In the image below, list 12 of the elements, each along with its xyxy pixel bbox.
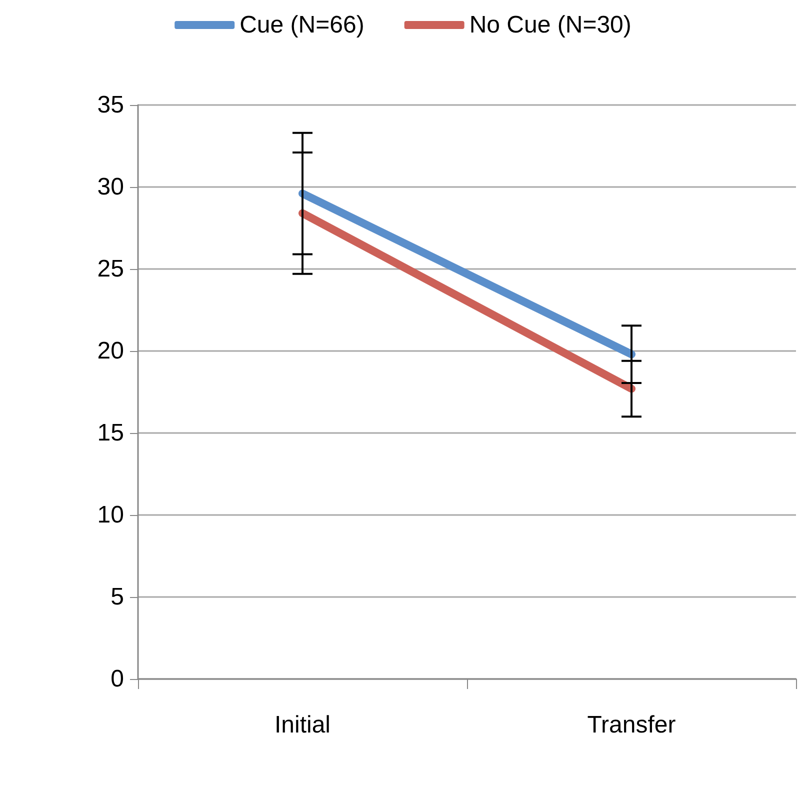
y-tick-label: 30	[97, 174, 124, 200]
x-tick-label: Initial	[274, 712, 331, 738]
y-tick-label: 0	[110, 666, 124, 692]
y-tick-label: 35	[97, 92, 124, 118]
legend-label: Cue (N=66)	[240, 12, 364, 38]
y-tick-label: 25	[97, 256, 124, 282]
y-tick-label: 10	[97, 502, 124, 528]
y-tick-label: 15	[97, 420, 124, 446]
legend-label: No Cue (N=30)	[469, 12, 632, 38]
x-tick-label: Transfer	[587, 712, 676, 738]
y-tick-label: 5	[110, 584, 124, 610]
y-tick-label: 20	[97, 338, 124, 364]
